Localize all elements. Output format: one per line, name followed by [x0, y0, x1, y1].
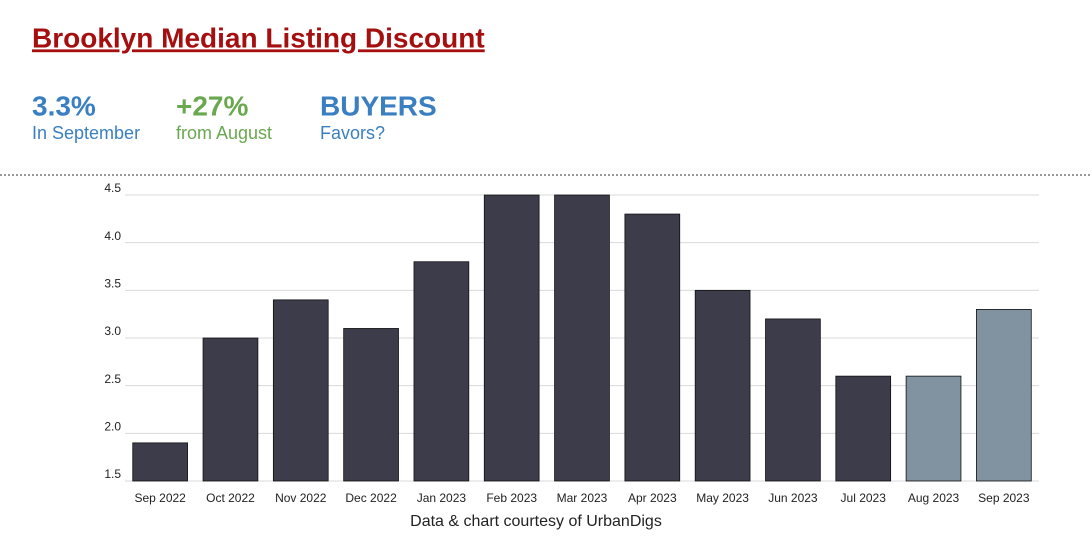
- stat-value: +27%: [176, 90, 248, 121]
- x-tick-label: Jan 2023: [417, 491, 467, 505]
- caption: Data & chart courtesy of UrbanDigs: [410, 513, 662, 530]
- y-tick-label: 4.0: [104, 229, 121, 243]
- bar: [132, 442, 188, 482]
- bar: [835, 375, 892, 482]
- x-tick-label: Feb 2023: [486, 491, 537, 505]
- x-tick-label: Apr 2023: [628, 491, 677, 505]
- y-tick-label: 4.5: [104, 181, 121, 195]
- stat-label: from August: [176, 123, 272, 143]
- x-tick-label: May 2023: [696, 491, 749, 505]
- x-tick-label: Jun 2023: [768, 491, 818, 505]
- y-tick-label: 2.5: [104, 372, 121, 386]
- y-tick-label: 3.5: [104, 277, 121, 291]
- x-tick-label: Dec 2022: [345, 491, 397, 505]
- bar: [202, 337, 259, 482]
- x-tick-label: Jul 2023: [841, 491, 887, 505]
- stat-label: In September: [32, 123, 140, 143]
- stat-value: 3.3%: [32, 90, 96, 121]
- x-tick-label: Sep 2022: [134, 491, 186, 505]
- stat-value: BUYERS: [320, 90, 437, 121]
- x-tick-label: Sep 2023: [978, 491, 1030, 505]
- bar: [554, 194, 610, 482]
- bar: [624, 213, 681, 482]
- y-tick-label: 3.0: [104, 324, 121, 338]
- x-tick-label: Oct 2022: [206, 491, 255, 505]
- x-tick-label: Aug 2023: [908, 491, 960, 505]
- x-tick-label: Nov 2022: [275, 491, 327, 505]
- y-tick-label: 2.0: [104, 420, 121, 434]
- y-tick-label: 1.5: [104, 467, 121, 481]
- title: Brooklyn Median Listing Discount: [32, 22, 485, 53]
- bar: [483, 194, 540, 482]
- bar: [343, 328, 399, 482]
- bar: [694, 289, 751, 482]
- bar: [272, 299, 329, 482]
- bar: [976, 308, 1032, 482]
- x-tick-label: Mar 2023: [557, 491, 608, 505]
- stat-label: Favors?: [320, 123, 385, 143]
- bar: [413, 261, 470, 482]
- bar: [905, 375, 962, 482]
- bar: [765, 318, 821, 482]
